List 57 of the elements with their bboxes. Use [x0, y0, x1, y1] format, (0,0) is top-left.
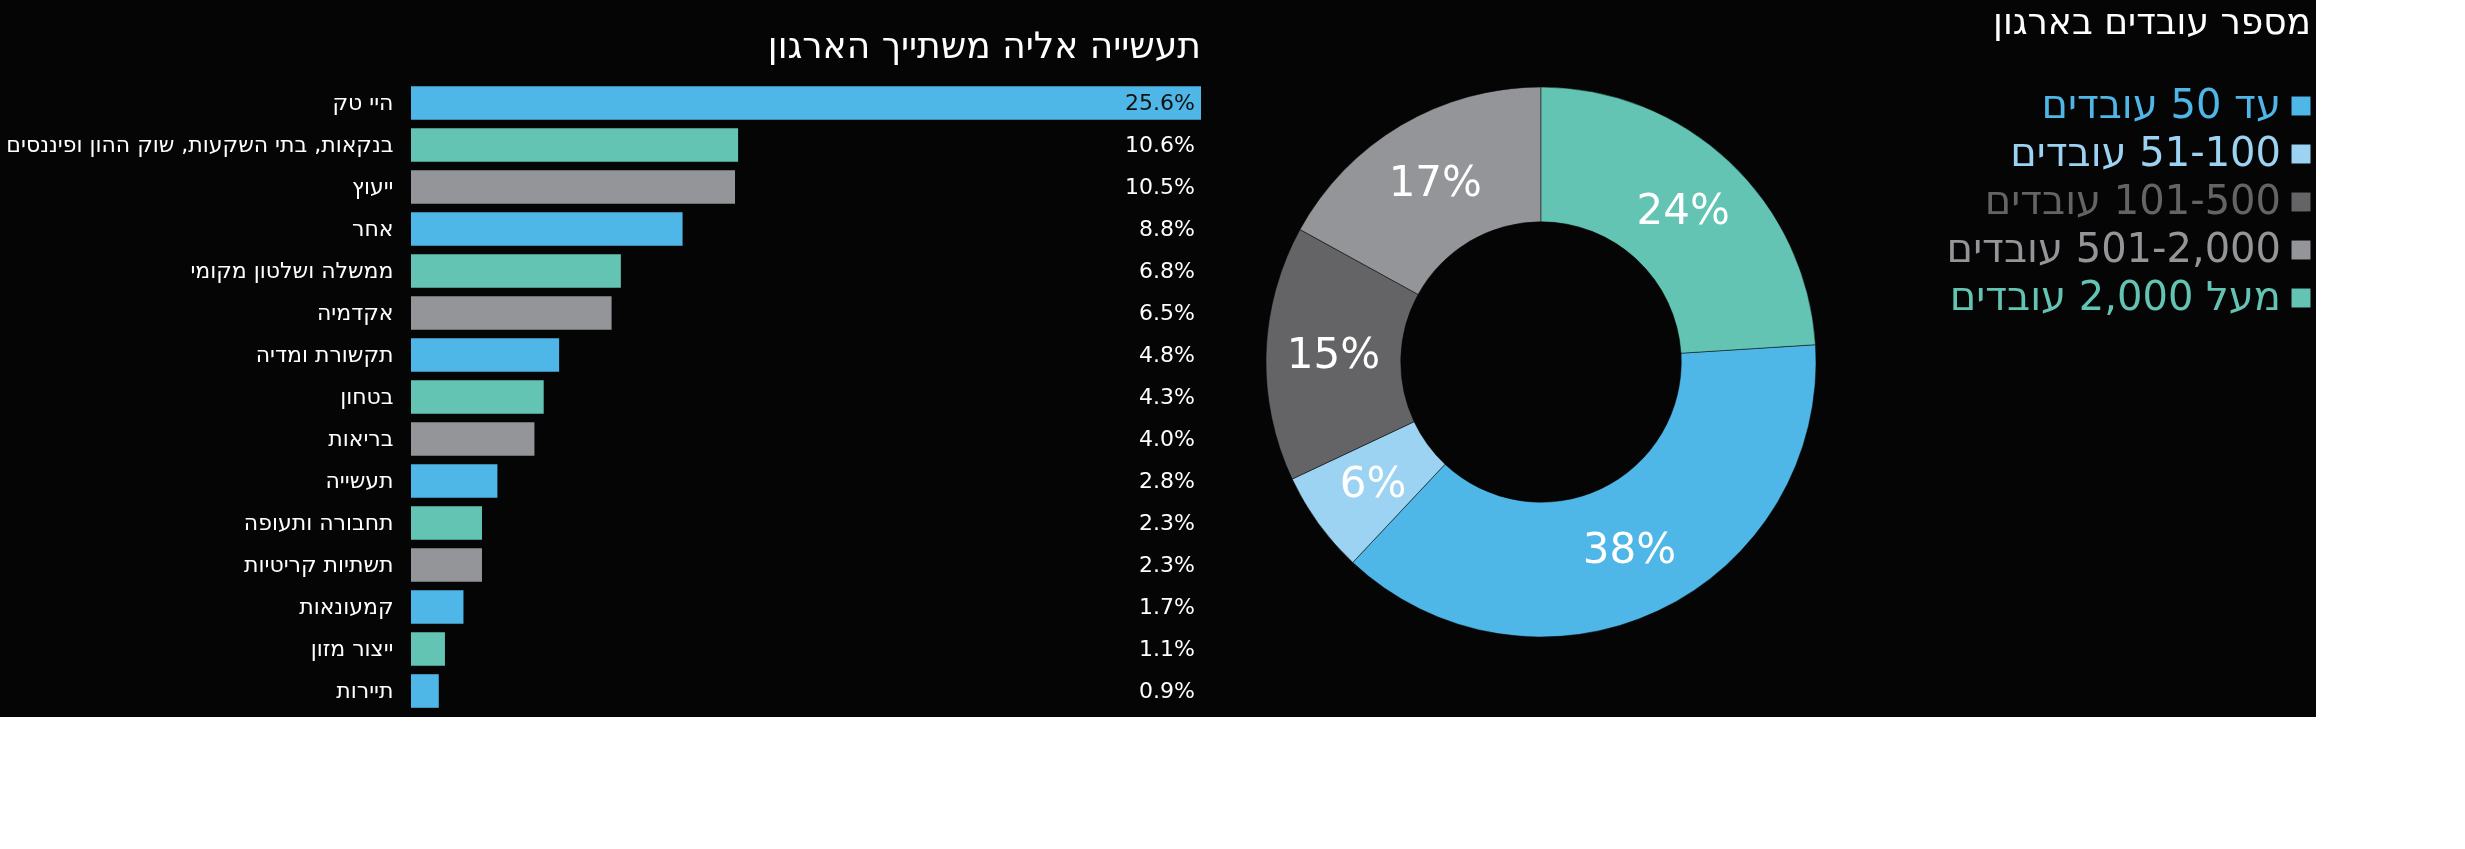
data-label: 38% [1582, 523, 1677, 573]
bar [411, 170, 736, 204]
legend-label: 101-500 עובדים [1984, 177, 2281, 223]
y-tick-label: היי טק [332, 90, 394, 115]
y-tick-label: ממשלה ושלטון מקומי [190, 258, 394, 283]
data-label: 1.7% [1139, 594, 1195, 619]
bar [411, 86, 1201, 120]
bar [411, 548, 482, 582]
data-label: 10.6% [1125, 132, 1195, 157]
legend-label: מעל 2,000 עובדים [1949, 273, 2281, 319]
bar [411, 254, 621, 288]
bar [411, 212, 683, 246]
y-tick-label: אחר [352, 216, 394, 241]
data-label: 0.9% [1139, 678, 1195, 703]
y-tick-label: בריאות [328, 426, 394, 451]
bar [411, 128, 739, 162]
data-label: 2.3% [1139, 552, 1195, 577]
y-tick-label: תעשייה [325, 468, 394, 493]
y-tick-label: ייצור מזון [310, 636, 394, 661]
data-label: 6.5% [1139, 300, 1195, 325]
bar [411, 380, 544, 414]
data-label: 6.8% [1139, 258, 1195, 283]
bar [411, 338, 560, 372]
y-tick-label: תחבורה ותעופה [243, 510, 394, 535]
data-label: 24% [1636, 184, 1730, 234]
data-label: 15% [1286, 329, 1381, 379]
data-label: 2.3% [1139, 510, 1195, 535]
bar [411, 464, 498, 498]
data-label: 25.6% [1125, 90, 1195, 115]
bar [411, 506, 482, 540]
y-tick-label: בנקאות, בתי השקעות, שוק ההון ופיננסים [6, 132, 394, 157]
chart-title: מספר עובדים בארגון [1993, 1, 2311, 42]
bar [411, 674, 439, 708]
y-tick-label: תקשורת ומדיה [255, 342, 394, 367]
y-tick-label: קמעונאות [299, 594, 394, 619]
data-label: 1.1% [1139, 636, 1195, 661]
y-tick-label: תשתיות קריטיות [244, 552, 394, 577]
y-tick-label: אקדמיה [316, 300, 394, 325]
data-label: 4.3% [1139, 384, 1195, 409]
bar [411, 296, 612, 330]
legend-label: 51-100 עובדים [2010, 129, 2281, 175]
data-label: 6% [1339, 458, 1407, 508]
bar [411, 632, 445, 666]
bar [411, 422, 535, 456]
bar [411, 590, 464, 624]
y-tick-label: בטחון [340, 384, 394, 409]
y-tick-label: תיירות [336, 678, 394, 703]
data-label: 8.8% [1139, 216, 1195, 241]
data-label: 4.8% [1139, 342, 1195, 367]
chart-title: תעשייה אליה משתייך הארגון [767, 25, 1201, 66]
data-label: 10.5% [1125, 174, 1195, 199]
y-tick-label: ייעוץ [352, 174, 394, 199]
data-label: 2.8% [1139, 468, 1195, 493]
legend-label: 501-2,000 עובדים [1946, 225, 2281, 271]
legend-label: עד 50 עובדים [2041, 81, 2281, 127]
data-label: 17% [1388, 157, 1482, 207]
data-label: 4.0% [1139, 426, 1195, 451]
